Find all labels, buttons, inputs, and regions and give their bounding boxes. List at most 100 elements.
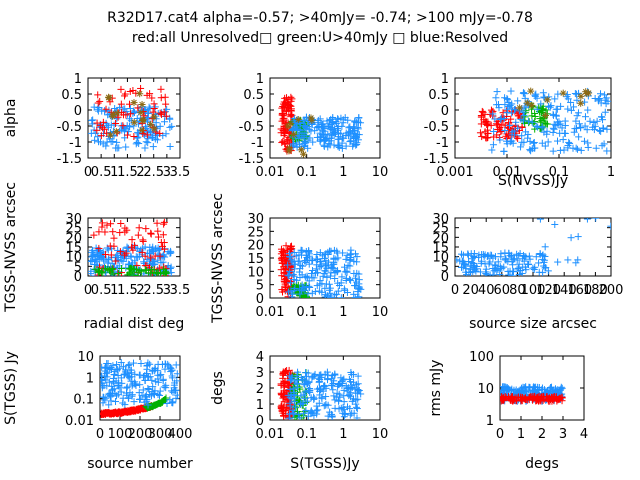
y-tick-label: 0.1 (73, 393, 94, 408)
point-red (160, 108, 168, 116)
point-blue (322, 393, 330, 401)
point-red (110, 242, 118, 250)
point-blue (332, 290, 340, 298)
point-blue (603, 125, 611, 133)
point-blue (541, 142, 549, 150)
point-blue (504, 258, 512, 266)
point-blue (147, 129, 155, 137)
point-blue (324, 412, 332, 420)
point-blue (535, 259, 543, 267)
point-blue (287, 279, 295, 287)
point-blue (149, 143, 157, 151)
point-red (160, 239, 168, 247)
point-green (521, 113, 529, 121)
point-blue (124, 370, 132, 378)
point-blue (482, 270, 490, 276)
point-blue (573, 96, 581, 104)
point-blue (136, 395, 144, 403)
point-red (106, 98, 114, 106)
point-blue (552, 112, 560, 120)
point-blue (345, 375, 353, 383)
point-blue (345, 124, 353, 132)
point-blue (100, 393, 108, 401)
point-blue (102, 370, 110, 378)
point-red (154, 227, 162, 235)
point-olive (307, 114, 315, 122)
point-blue (351, 134, 359, 142)
point-blue (601, 108, 609, 116)
point-blue (581, 113, 589, 121)
x-axis-label: source number (87, 456, 193, 472)
point-blue (296, 285, 304, 293)
point-blue (572, 144, 580, 152)
x-tick-label: 1 (339, 165, 347, 180)
point-blue (534, 123, 542, 131)
point-blue (151, 103, 159, 111)
point-blue (550, 111, 558, 119)
point-blue (118, 379, 126, 387)
point-blue (526, 384, 534, 392)
point-blue (293, 379, 301, 387)
point-blue (301, 394, 309, 402)
x-axis-label: radial dist deg (84, 316, 184, 332)
point-blue (286, 385, 294, 393)
point-red (147, 254, 155, 262)
point-blue (574, 109, 582, 117)
point-blue (91, 255, 99, 263)
point-blue (148, 255, 156, 263)
point-blue (105, 255, 113, 263)
point-blue (347, 137, 355, 145)
point-blue (100, 372, 106, 380)
point-blue (149, 134, 157, 142)
point-green (101, 264, 109, 272)
point-blue (168, 399, 176, 407)
point-blue (123, 391, 131, 399)
point-blue (310, 372, 318, 380)
point-blue (100, 363, 106, 371)
point-blue (520, 138, 528, 146)
point-blue (329, 265, 337, 273)
point-red (116, 229, 124, 237)
point-blue (592, 144, 600, 152)
point-red (117, 85, 125, 93)
point-red (484, 130, 492, 138)
point-blue (166, 123, 174, 131)
point-blue (289, 385, 297, 393)
point-red (98, 223, 106, 231)
point-blue (546, 103, 554, 111)
point-red (285, 398, 293, 406)
point-blue (509, 256, 517, 264)
x-tick-label: 10 (372, 305, 389, 320)
point-blue (343, 251, 351, 259)
x-tick-label: 1.5 (117, 283, 138, 298)
point-olive (528, 101, 536, 109)
point-blue (168, 122, 176, 130)
point-blue (312, 269, 320, 277)
point-blue (520, 111, 528, 119)
point-red (101, 228, 109, 236)
point-blue (551, 220, 559, 228)
point-blue (143, 397, 151, 405)
y-tick-label: 0.5 (428, 88, 449, 103)
point-blue (346, 138, 354, 146)
point-blue (501, 101, 509, 109)
point-blue (505, 249, 513, 257)
y-tick-label: 15 (65, 241, 82, 256)
point-green (302, 294, 310, 298)
point-blue (334, 126, 342, 134)
point-blue (144, 128, 152, 136)
point-blue (100, 382, 107, 390)
point-blue (338, 144, 346, 152)
point-blue (335, 405, 343, 413)
point-blue (301, 286, 309, 294)
point-blue (133, 138, 141, 146)
point-green (124, 271, 132, 276)
point-blue (136, 381, 144, 389)
point-blue (149, 383, 157, 391)
x-tick-label: 60 (494, 283, 511, 298)
point-blue (351, 384, 359, 392)
point-red (487, 106, 495, 114)
point-red (123, 131, 131, 139)
